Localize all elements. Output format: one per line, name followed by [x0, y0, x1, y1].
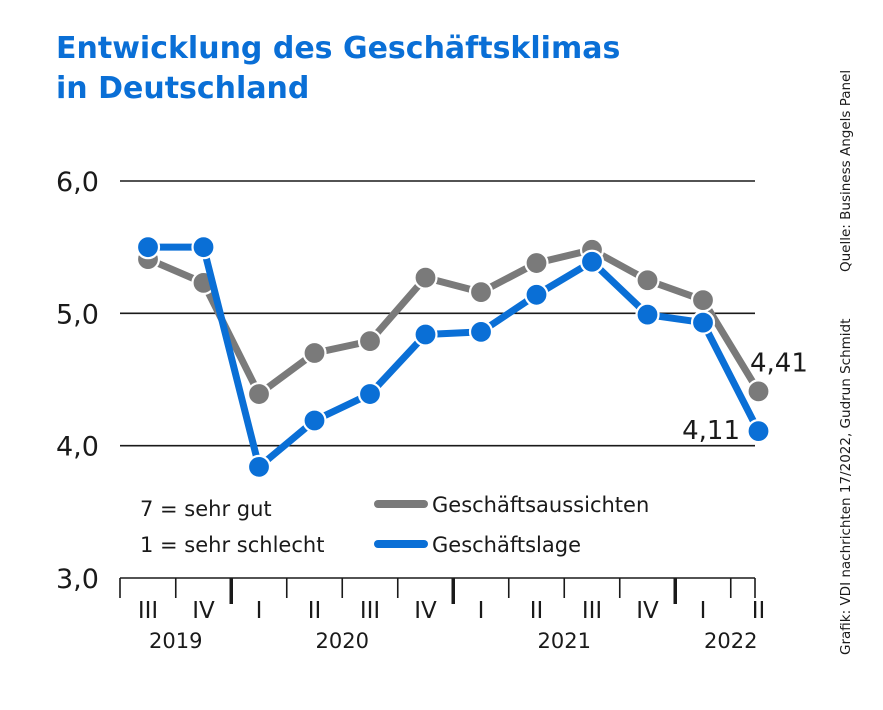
end-label-aussichten: 4,41: [750, 348, 808, 378]
scale-note-good: 7 = sehr gut: [140, 497, 272, 521]
data-point: [635, 302, 660, 327]
x-tick-label: II: [308, 598, 322, 624]
data-point: [690, 310, 716, 335]
data-point: [302, 340, 327, 366]
y-tick-label: 4,0: [56, 432, 99, 463]
legend-label: Geschäftslage: [432, 533, 581, 557]
data-point: [524, 250, 549, 276]
chart-title-line-2: in Deutschland: [56, 71, 309, 106]
data-series: [135, 235, 771, 479]
y-axis-tick-labels: 3,0 4,0 5,0 6,0: [56, 167, 99, 595]
legend: Geschäftsaussichten Geschäftslage: [374, 493, 649, 557]
data-point: [690, 288, 716, 313]
x-year-label: 2021: [538, 629, 591, 653]
data-point: [246, 381, 272, 407]
data-point: [246, 454, 272, 479]
x-tick-label: I: [478, 598, 485, 624]
legend-label: Geschäftsaussichten: [432, 493, 649, 517]
x-tick-label: III: [582, 598, 602, 624]
x-tick-label: IV: [192, 598, 215, 624]
scale-note-bad: 1 = sehr schlecht: [140, 533, 324, 557]
data-point: [302, 408, 327, 433]
data-point: [468, 280, 494, 305]
credit-text: Grafik: VDI nachrichten 17/2022, Gudrun …: [838, 319, 854, 655]
data-point: [635, 268, 660, 293]
data-point: [746, 379, 771, 404]
end-value-labels: 4,41 4,11: [682, 348, 808, 446]
y-tick-label: 3,0: [56, 564, 99, 595]
data-point: [191, 235, 216, 260]
series-lage: [135, 235, 771, 479]
source-text: Quelle: Business Angels Panel: [838, 70, 854, 272]
data-point: [579, 249, 605, 274]
data-point: [135, 235, 161, 260]
data-point: [468, 319, 494, 344]
data-point: [524, 282, 549, 307]
x-year-label: 2022: [704, 629, 757, 653]
x-tick-label: IV: [636, 598, 659, 624]
x-tick-label: II: [752, 598, 766, 624]
data-point: [357, 381, 383, 407]
data-point: [413, 265, 438, 290]
y-tick-label: 5,0: [56, 299, 99, 330]
x-tick-label: III: [138, 598, 158, 624]
x-tick-label: I: [256, 598, 263, 624]
x-tick-label: IV: [414, 598, 437, 624]
end-label-lage: 4,11: [682, 416, 740, 446]
data-point: [413, 322, 438, 347]
chart-title-line-1: Entwicklung des Geschäftsklimas: [56, 31, 620, 66]
data-point: [357, 329, 383, 354]
y-tick-label: 6,0: [56, 167, 99, 198]
x-tick-label: II: [530, 598, 544, 624]
x-year-label: 2019: [149, 629, 202, 653]
x-year-label: 2020: [316, 629, 369, 653]
series-line: [144, 246, 762, 398]
data-point: [746, 419, 771, 444]
x-tick-label: I: [700, 598, 707, 624]
x-tick-label: III: [360, 598, 380, 624]
